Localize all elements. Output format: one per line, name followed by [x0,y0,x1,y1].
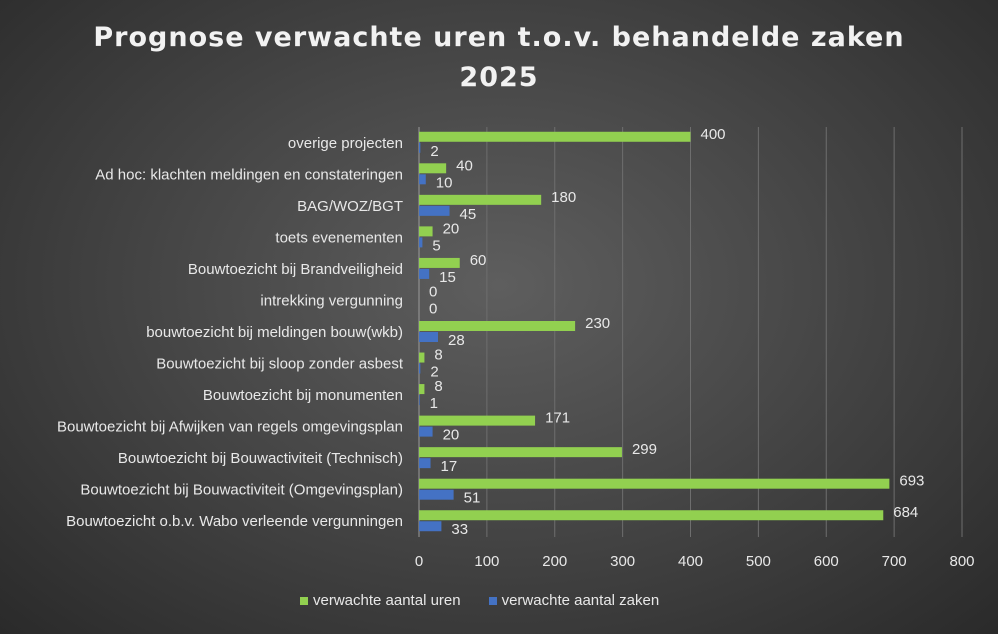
bar-zaken [419,521,442,532]
bar-zaken [419,489,454,500]
x-tick-label: 300 [610,553,635,570]
data-label: 45 [460,206,477,223]
data-label: 0 [429,300,437,317]
data-label: 51 [464,490,481,507]
bar-uren [419,226,433,237]
x-tick-label: 400 [678,553,703,570]
chart-title: Prognose verwachte uren t.o.v. behandeld… [0,18,998,98]
bar-zaken [419,237,423,248]
bar-zaken [419,363,421,374]
data-label: 10 [436,174,453,191]
bar-zaken [419,395,420,406]
bar-uren [419,131,691,142]
data-label: 299 [632,441,657,458]
bar-uren [419,257,460,268]
legend-swatch-green [300,596,308,605]
bar-zaken [419,332,439,342]
bar-uren [419,163,447,174]
bar-zaken [419,174,426,185]
data-label: 693 [899,473,924,490]
data-label: 17 [441,458,458,475]
bar-uren [419,510,884,521]
data-label: 2 [430,143,438,160]
x-tick-label: 500 [746,553,771,570]
data-label: 230 [585,315,610,332]
category-label: overige projecten [288,135,403,152]
bar-zaken [419,268,430,279]
category-label: BAG/WOZ/BGT [297,198,403,215]
bar-uren [419,478,890,489]
data-label: 684 [893,504,918,521]
x-tick-label: 0 [415,553,423,570]
bar-uren [419,352,425,363]
data-label: 1 [430,395,438,412]
legend-label: verwachte aantal zaken [501,592,660,609]
x-tick-label: 800 [949,553,974,570]
category-label: bouwtoezicht bij meldingen bouw(wkb) [146,324,403,341]
data-label: 171 [545,410,570,427]
title-line-1: Prognose verwachte uren t.o.v. behandeld… [93,22,905,53]
category-label: toets evenementen [275,229,403,246]
category-label: Bouwtoezicht bij sloop zonder asbest [156,356,404,373]
data-label: 20 [443,427,460,444]
bar-uren [419,447,622,458]
bar-uren [419,415,536,426]
data-label: 0 [429,283,437,300]
category-label: Bouwtoezicht bij Bouwactiviteit (Omgevin… [80,482,403,499]
legend-item-uren: verwachte aantal uren [300,592,461,609]
bar-zaken [419,458,431,469]
data-label: 8 [434,347,442,364]
x-tick-label: 700 [882,553,907,570]
category-label: Bouwtoezicht bij Bouwactiviteit (Technis… [118,450,403,467]
category-label: Bouwtoezicht bij monumenten [203,387,403,404]
bar-zaken [419,426,433,437]
bar-uren [419,194,542,205]
data-label: 8 [434,378,442,395]
data-label: 180 [551,189,576,206]
bar-uren [419,384,425,395]
category-label: Bouwtoezicht o.b.v. Wabo verleende vergu… [66,513,403,530]
data-label: 5 [432,237,440,254]
legend-item-zaken: verwachte aantal zaken [488,592,660,609]
legend-label: verwachte aantal uren [313,592,461,609]
legend: verwachte aantal uren verwachte aantal z… [300,592,659,609]
x-tick-label: 200 [542,553,567,570]
bar-zaken [419,205,450,216]
category-label: Ad hoc: klachten meldingen en constateri… [95,166,403,183]
title-line-2: 2025 [459,62,539,93]
x-tick-label: 600 [814,553,839,570]
category-label: intrekking vergunning [260,292,403,309]
data-label: 400 [701,126,726,143]
data-label: 20 [443,220,460,237]
category-label: Bouwtoezicht bij Afwijken van regels omg… [57,419,403,436]
data-label: 2 [430,364,438,381]
category-label: Bouwtoezicht bij Brandveiligheid [188,261,403,278]
bar-zaken [419,142,421,153]
legend-swatch-blue [488,596,497,605]
data-label: 40 [456,157,473,174]
data-label: 60 [470,252,487,269]
data-label: 33 [451,521,468,538]
data-label: 15 [439,269,456,286]
data-label: 28 [448,332,465,349]
bar-uren [419,321,576,331]
x-tick-label: 100 [474,553,499,570]
